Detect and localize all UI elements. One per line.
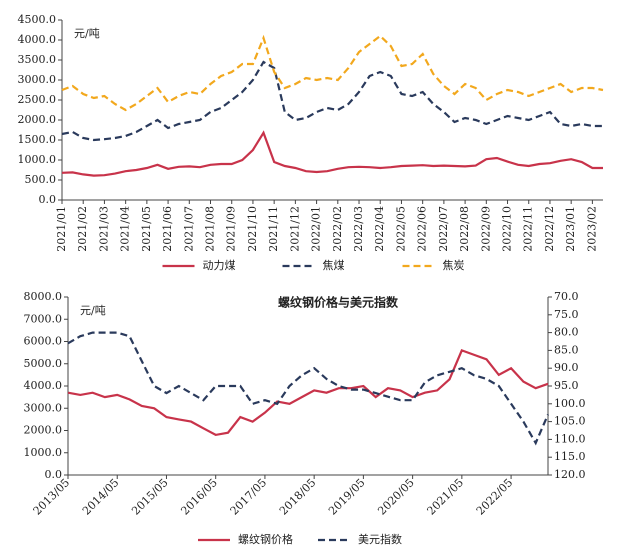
x-tick-label: 2022/07 [437,206,450,252]
x-tick-label: 2016/05 [178,476,220,518]
x-tick-label: 2014/05 [80,476,122,518]
y2-tick-label: 90.0 [554,361,579,374]
y2-tick-label: 95.0 [554,379,579,392]
x-tick-label: 2020/05 [375,476,417,518]
x-tick-label: 2021/08 [204,206,217,252]
x-tick-label: 2021/12 [288,206,301,252]
y-tick-label: 3500.0 [18,53,57,66]
x-tick-label: 2017/05 [228,476,270,518]
y-tick-label: 0.0 [39,193,57,206]
y-tick-label: 7000.0 [24,312,63,325]
y-tick-label: 500.0 [25,173,57,186]
y-tick-label: 2000.0 [24,424,63,437]
y-tick-label: 1000.0 [24,446,63,459]
chart-title: 螺纹钢价格与美元指数 [278,295,399,310]
y-tick-label: 3000.0 [18,73,57,86]
x-tick-label: 2022/08 [458,206,471,252]
y-tick-label: 2000.0 [18,113,57,126]
legend-label: 焦炭 [443,259,465,272]
y-tick-label: 4000.0 [18,33,57,46]
y2-tick-label: 120.0 [554,468,586,481]
legend-label: 螺纹钢价格 [238,532,293,546]
y-tick-label: 8000.0 [24,290,63,303]
y-tick-label: 6000.0 [24,335,63,348]
y-tick-label: 0.0 [45,468,63,481]
x-tick-label: 2022/05 [394,206,407,252]
series-line [61,34,604,112]
x-tick-label: 2021/05 [140,206,153,252]
x-tick-label: 2021/11 [267,206,280,252]
x-tick-label: 2013/05 [31,476,73,518]
x-tick-label: 2022/02 [331,206,344,252]
series-line [67,331,550,446]
y2-tick-label: 70.0 [554,290,579,303]
x-tick-label: 2021/03 [97,206,110,252]
y-tick-label: 1500.0 [18,133,57,146]
x-tick-label: 2022/09 [479,206,492,252]
x-tick-label: 2022/03 [352,206,365,252]
x-tick-label: 2022/06 [416,206,429,252]
y2-tick-label: 75.0 [554,308,579,321]
y-tick-label: 1000.0 [18,153,57,166]
x-tick-label: 2021/07 [182,206,195,252]
x-tick-label: 2022/10 [501,206,514,252]
y-unit-label: 元/吨 [74,27,100,40]
y2-tick-label: 80.0 [554,326,579,339]
x-tick-label: 2022/12 [543,206,556,252]
y2-tick-label: 85.0 [554,343,579,356]
x-tick-label: 2023/01 [564,206,577,252]
x-tick-label: 2022/04 [373,206,386,252]
x-tick-label: 2021/04 [119,206,132,252]
x-tick-label: 2021/02 [76,206,89,252]
x-tick-label: 2022/01 [310,206,323,252]
x-tick-label: 2021/05 [425,476,467,518]
x-tick-label: 2021/10 [246,206,259,252]
y-tick-label: 2500.0 [18,93,57,106]
x-tick-label: 2022/11 [522,206,535,252]
x-tick-label: 2023/02 [585,206,598,252]
x-tick-label: 2019/05 [326,476,368,518]
x-tick-label: 2021/06 [161,206,174,252]
y-unit-label: 元/吨 [80,304,106,317]
y-tick-label: 3000.0 [24,401,63,414]
series-line [61,130,603,177]
y-tick-label: 4000.0 [24,379,63,392]
x-tick-label: 2021/01 [55,206,68,252]
legend-label: 动力煤 [203,259,236,272]
x-tick-label: 2022/05 [474,476,516,518]
series-line [61,60,603,142]
x-tick-label: 2015/05 [129,476,171,518]
x-tick-label: 2021/09 [225,206,238,252]
y2-tick-label: 115.0 [554,450,586,463]
y2-tick-label: 100.0 [554,397,586,410]
series-line [67,349,549,437]
y2-tick-label: 105.0 [554,415,586,428]
x-tick-label: 2018/05 [277,476,319,518]
y-tick-label: 4500.0 [18,13,57,26]
legend-label: 焦煤 [323,259,345,272]
y2-tick-label: 110.0 [554,432,586,445]
y-tick-label: 5000.0 [24,357,63,370]
legend-label: 美元指数 [358,532,402,546]
